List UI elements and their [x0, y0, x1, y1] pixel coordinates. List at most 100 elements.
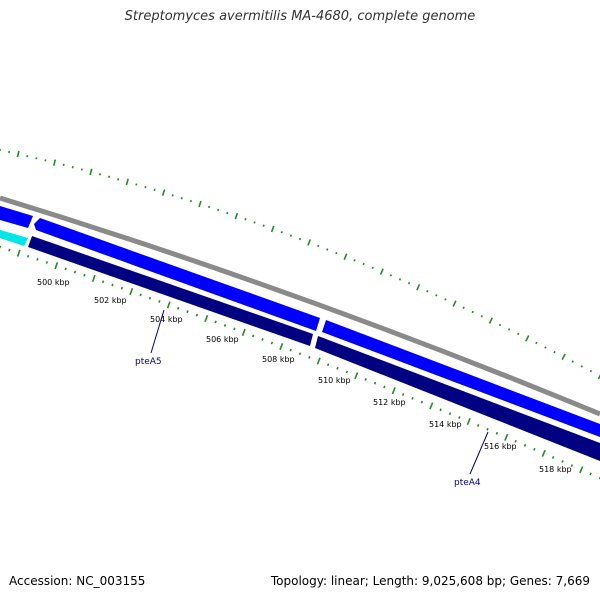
ruler-label: 514 kbp: [429, 420, 462, 429]
ruler-minor-tick: [36, 257, 39, 261]
ruler-minor-tick: [64, 267, 67, 271]
ruler-major-tick: [166, 301, 171, 309]
ruler-major-tick: [16, 249, 21, 257]
gene-arrow-left[interactable]: [0, 206, 33, 228]
gc-tick: [389, 274, 393, 277]
gc-tick: [189, 199, 192, 203]
gc-tick: [180, 197, 183, 200]
gc-tick: [343, 253, 348, 260]
gc-tick: [16, 150, 20, 158]
gene-reverse-1[interactable]: [28, 236, 313, 346]
backbone-line: [0, 195, 600, 417]
accession-text: Accession: NC_003155: [9, 574, 146, 588]
ruler-minor-tick: [401, 393, 405, 396]
ruler-minor-tick: [186, 310, 189, 314]
gc-tick: [407, 282, 411, 285]
gene-arrow-pteA5-region[interactable]: [34, 218, 320, 331]
gene-cyan[interactable]: [0, 230, 28, 246]
ruler-label: 508 kbp: [262, 355, 295, 364]
ruler-minor-tick: [233, 327, 236, 331]
ruler-minor-tick: [326, 363, 330, 367]
gene-arrow-pteA4-region[interactable]: [322, 320, 600, 437]
gc-tick: [589, 369, 593, 373]
gene-label-pteA4[interactable]: pteA4: [454, 478, 481, 488]
gene-leader-pteA5: [150, 309, 165, 354]
gc-tick: [580, 365, 583, 368]
ruler-minor-tick: [298, 352, 302, 356]
gc-tick: [298, 237, 302, 241]
gc-tick: [280, 231, 283, 234]
ruler-minor-tick: [420, 400, 424, 404]
ruler-minor-tick: [111, 283, 114, 287]
ruler-major-tick: [466, 417, 471, 426]
ruler: 500 kbp 502 kbp 504 kbp 506 kbp 508 kbp 510 k…: [0, 245, 600, 480]
gc-tick: [198, 200, 202, 208]
ruler-minor-tick: [251, 334, 255, 338]
ruler-major-tick: [504, 433, 509, 441]
gc-tick: [171, 194, 174, 197]
ruler-minor-tick: [514, 439, 517, 443]
ruler-major-tick: [429, 402, 434, 410]
ruler-minor-tick: [495, 431, 499, 435]
ruler-minor-tick: [364, 378, 367, 381]
ruler-minor-tick: [261, 338, 264, 341]
ruler-minor-tick: [120, 286, 124, 290]
gc-tick: [335, 251, 338, 255]
gene-reverse-2[interactable]: [315, 336, 600, 461]
gc-tick: [117, 178, 120, 181]
gc-tick: [80, 168, 83, 171]
ruler-minor-tick: [26, 254, 30, 258]
ruler-major-tick: [129, 287, 134, 296]
gc-tick: [498, 323, 502, 327]
gc-tick: [144, 185, 147, 189]
gc-tick: [326, 248, 329, 251]
feature-tracks: [0, 195, 600, 461]
gc-tick: [517, 332, 520, 336]
ruler-minor-tick: [373, 381, 377, 385]
ruler-minor-tick: [336, 366, 339, 370]
gc-tick: [416, 283, 421, 291]
gc-tick: [561, 353, 566, 361]
gc-tick: [353, 259, 356, 262]
gc-tick: [135, 183, 138, 186]
gc-tick: [553, 350, 556, 354]
gc-tick: [125, 178, 129, 186]
ruler-minor-tick: [448, 412, 452, 416]
gc-tick: [208, 205, 211, 209]
gc-tick: [435, 294, 438, 297]
gc-tick: [89, 168, 93, 176]
ruler-major-tick: [579, 466, 584, 474]
ruler-label: 504 kbp: [150, 315, 183, 324]
ruler-minor-tick: [411, 396, 414, 400]
gc-tick: [507, 328, 511, 331]
ruler-major-tick: [541, 449, 546, 457]
gene-label-pteA5[interactable]: pteA5: [135, 357, 162, 367]
ruler-label: 502 kbp: [94, 296, 127, 305]
gc-skew-track: [0, 148, 600, 380]
ruler-minor-tick: [523, 443, 527, 447]
gc-tick: [525, 335, 530, 342]
ruler-minor-tick: [551, 456, 555, 459]
gc-tick: [108, 175, 111, 178]
ruler-minor-tick: [195, 313, 199, 317]
gc-tick: [289, 234, 293, 237]
ruler-minor-tick: [139, 293, 142, 297]
ruler-minor-tick: [158, 300, 161, 303]
gc-tick: [262, 224, 265, 227]
ruler-label: 500 kbp: [37, 278, 70, 287]
ruler-minor-tick: [45, 261, 49, 264]
gene-labels: pteA5 pteA4: [135, 309, 489, 488]
gc-tick: [452, 300, 457, 307]
gc-tick: [362, 262, 365, 266]
ruler-minor-tick: [148, 296, 152, 300]
ruler-minor-tick: [270, 341, 274, 345]
ruler-label: 516 kbp: [484, 442, 517, 451]
gc-tick: [488, 317, 494, 324]
gc-tick: [379, 268, 384, 275]
gc-tick: [544, 346, 547, 349]
gc-tick: [253, 221, 256, 224]
ruler-major-tick: [204, 314, 209, 323]
gc-tick: [571, 360, 574, 363]
ruler-minor-tick: [589, 472, 592, 476]
map-title: Streptomyces avermitilis MA-4680, comple…: [124, 9, 476, 24]
